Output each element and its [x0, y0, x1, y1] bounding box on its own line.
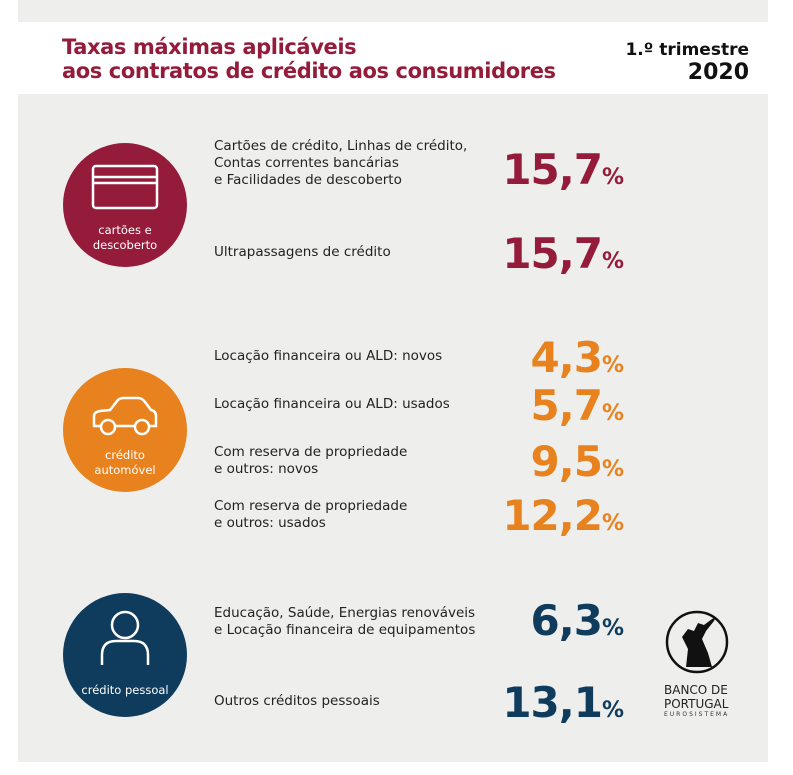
personal-circle: crédito pessoal [63, 593, 187, 717]
rate-label: Cartões de crédito, Linhas de crédito, C… [214, 138, 468, 188]
auto-circle: crédito automóvel [63, 368, 187, 492]
logo-text: BANCO DE PORTUGAL [664, 683, 729, 711]
section-label: cartões e descoberto [92, 223, 158, 252]
rate-label: Locação financeira ou ALD: usados [214, 396, 450, 412]
quarter: 1.º trimestre [625, 40, 749, 60]
car-icon [92, 396, 158, 436]
rate-value: 15,7% [502, 229, 624, 278]
rate-label: Com reserva de propriedade e outros: usa… [214, 498, 408, 531]
page-title: Taxas máximas aplicáveis aos contratos d… [62, 35, 556, 83]
rate-label: Outros créditos pessoais [214, 693, 380, 709]
year: 2020 [687, 60, 749, 85]
credit-card-icon [91, 164, 159, 210]
banco-de-portugal-logo: BANCO DE PORTUGAL EUROSISTEMA [664, 609, 744, 718]
rate-value: 13,1% [502, 678, 624, 727]
period: 1.º trimestre 2020 [625, 40, 749, 86]
title-line: Taxas máximas aplicáveis [62, 35, 357, 59]
rate-label: Educação, Saúde, Energias renováveis e L… [214, 605, 476, 638]
section-label: crédito automóvel [94, 448, 156, 477]
rate-value: 15,7% [502, 145, 624, 194]
rate-value: 5,7% [530, 381, 624, 430]
title-line: aos contratos de crédito aos consumidore… [62, 59, 556, 83]
rate-label: Locação financeira ou ALD: novos [214, 348, 443, 364]
rate-value: 9,5% [530, 437, 624, 486]
logo-subtext: EUROSISTEMA [664, 711, 730, 718]
section-label: crédito pessoal [81, 683, 169, 697]
rate-value: 6,3% [530, 596, 624, 645]
rate-value: 4,3% [530, 333, 624, 382]
background-top [18, 0, 768, 22]
rate-label: Ultrapassagens de crédito [214, 244, 391, 260]
logo-emblem-icon [665, 610, 729, 674]
cards-circle: cartões e descoberto [63, 143, 187, 267]
person-icon [100, 610, 150, 665]
header [18, 22, 768, 94]
rate-label: Com reserva de propriedade e outros: nov… [214, 444, 408, 477]
rate-value: 12,2% [502, 491, 624, 540]
